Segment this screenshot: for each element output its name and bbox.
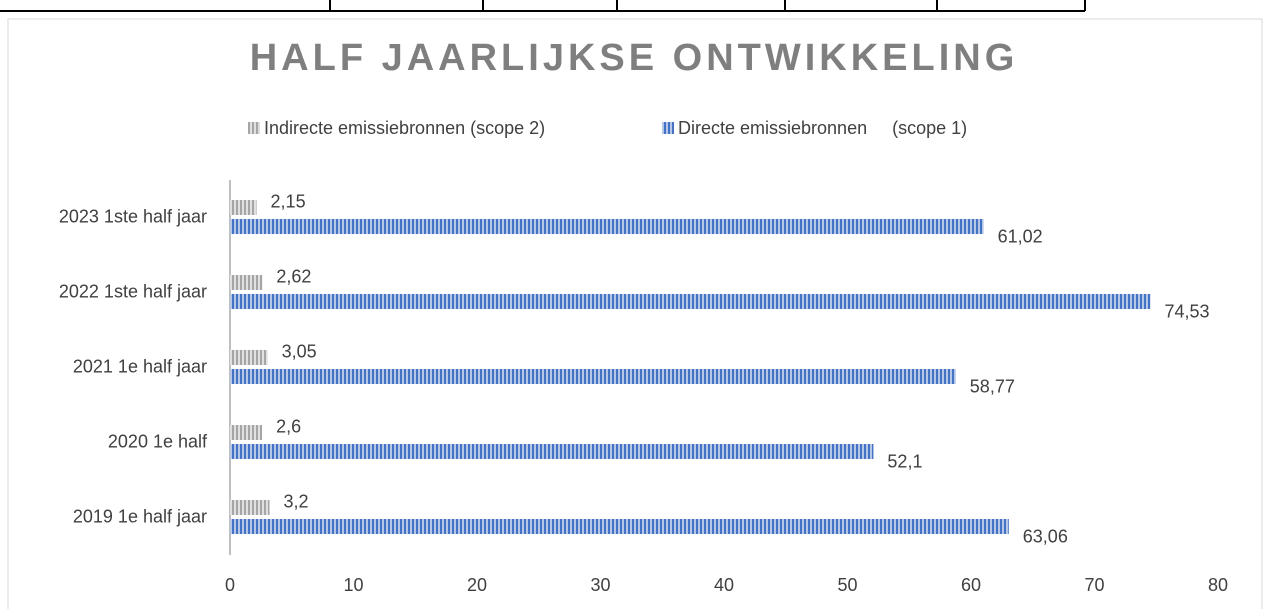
x-tick-label: 80: [1208, 575, 1228, 595]
bar: [230, 500, 270, 515]
legend-swatch: [248, 122, 260, 134]
top-table-frame: [0, 0, 1086, 12]
y-tick-label: 2021 1e half jaar: [73, 356, 207, 376]
x-tick-label: 50: [837, 575, 857, 595]
data-label: 3,2: [284, 491, 309, 511]
data-label: 52,1: [887, 451, 922, 471]
x-tick-label: 10: [343, 575, 363, 595]
x-tick-label: 0: [225, 575, 235, 595]
bar: [230, 275, 263, 290]
bar: [230, 425, 263, 440]
legend-label: Indirecte emissiebronnen (scope 2): [264, 118, 545, 138]
x-tick-label: 40: [714, 575, 734, 595]
x-tick-label: 20: [467, 575, 487, 595]
bar: [230, 200, 257, 215]
legend-label: Directe emissiebronnen (scope 1): [678, 118, 967, 138]
x-tick-label: 30: [590, 575, 610, 595]
legend-swatch: [662, 122, 674, 134]
y-tick-label: 2023 1ste half jaar: [59, 206, 207, 226]
data-label: 61,02: [998, 226, 1043, 246]
data-label: 2,62: [276, 266, 311, 286]
x-tick-label: 70: [1084, 575, 1104, 595]
data-label: 3,05: [282, 341, 317, 361]
bar: [230, 444, 874, 459]
x-tick-label: 60: [961, 575, 981, 595]
bar: [230, 294, 1151, 309]
chart-frame: [7, 18, 1263, 609]
chart-title: HALF JAARLIJKSE ONTWIKKELING: [250, 37, 1019, 79]
bar: [230, 519, 1009, 534]
data-label: 63,06: [1023, 526, 1068, 546]
bar: [230, 369, 956, 384]
data-label: 2,6: [276, 416, 301, 436]
y-tick-label: 2022 1ste half jaar: [59, 281, 207, 301]
data-label: 2,15: [271, 191, 306, 211]
y-tick-label: 2020 1e half: [108, 431, 208, 451]
data-label: 58,77: [970, 376, 1015, 396]
bar: [230, 350, 268, 365]
bar: [230, 219, 984, 234]
y-tick-label: 2019 1e half jaar: [73, 506, 207, 526]
data-label: 74,53: [1164, 301, 1209, 321]
